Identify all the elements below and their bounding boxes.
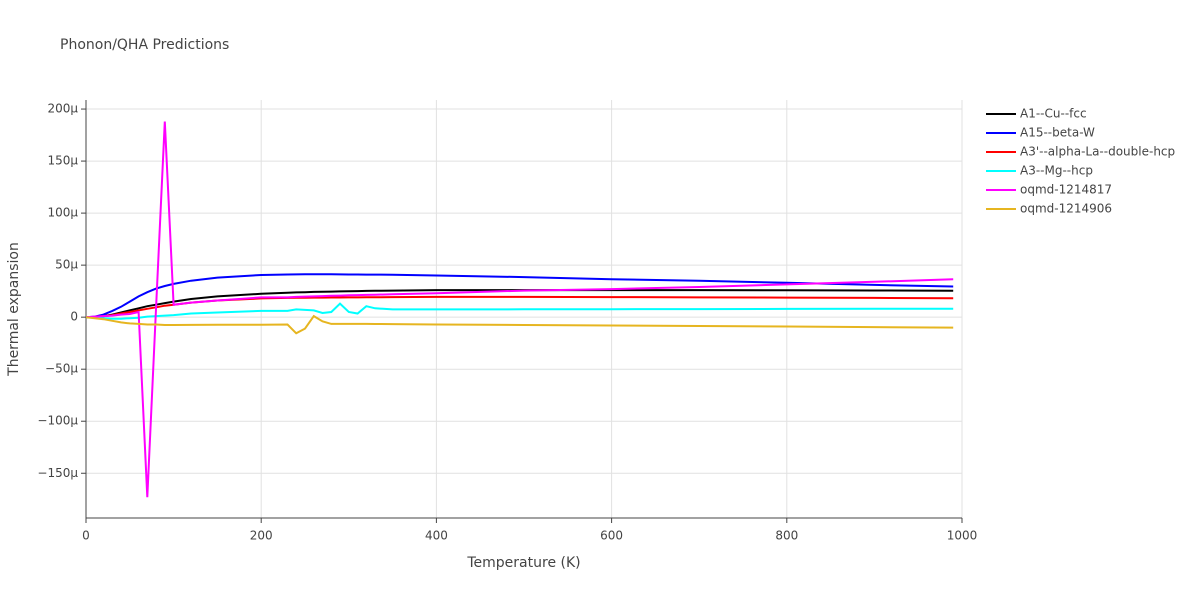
x-tick-label: 200 (250, 529, 273, 543)
legend-label[interactable]: oqmd-1214906 (1020, 202, 1112, 216)
legend-label[interactable]: oqmd-1214817 (1020, 183, 1112, 197)
series-line (85, 289, 954, 319)
legend-label[interactable]: A15--beta-W (1020, 126, 1095, 140)
series-line (85, 314, 954, 335)
legend-label[interactable]: A1--Cu--fcc (1020, 107, 1087, 121)
series-line (85, 295, 954, 319)
y-tick-label: −100μ (37, 414, 78, 428)
legend-label[interactable]: A3--Mg--hcp (1020, 164, 1093, 178)
series-line (85, 273, 954, 319)
y-tick-label: 0 (70, 310, 78, 324)
x-tick-label: 1000 (947, 529, 978, 543)
x-axis-label: Temperature (K) (466, 555, 580, 571)
y-tick-label: 50μ (55, 258, 78, 272)
series-line (85, 121, 954, 498)
legend-label[interactable]: A3'--alpha-La--double-hcp (1020, 145, 1175, 159)
chart-title: Phonon/QHA Predictions (60, 37, 229, 53)
y-tick-label: −50μ (45, 362, 78, 376)
x-tick-label: 600 (600, 529, 623, 543)
x-tick-label: 400 (425, 529, 448, 543)
y-tick-label: 100μ (47, 206, 78, 220)
x-tick-label: 800 (775, 529, 798, 543)
y-tick-label: −150μ (37, 466, 78, 480)
y-axis-label: Thermal expansion (6, 242, 22, 377)
series-line (85, 302, 954, 320)
y-tick-label: 150μ (47, 154, 78, 168)
x-tick-label: 0 (82, 529, 90, 543)
y-tick-label: 200μ (47, 102, 78, 116)
